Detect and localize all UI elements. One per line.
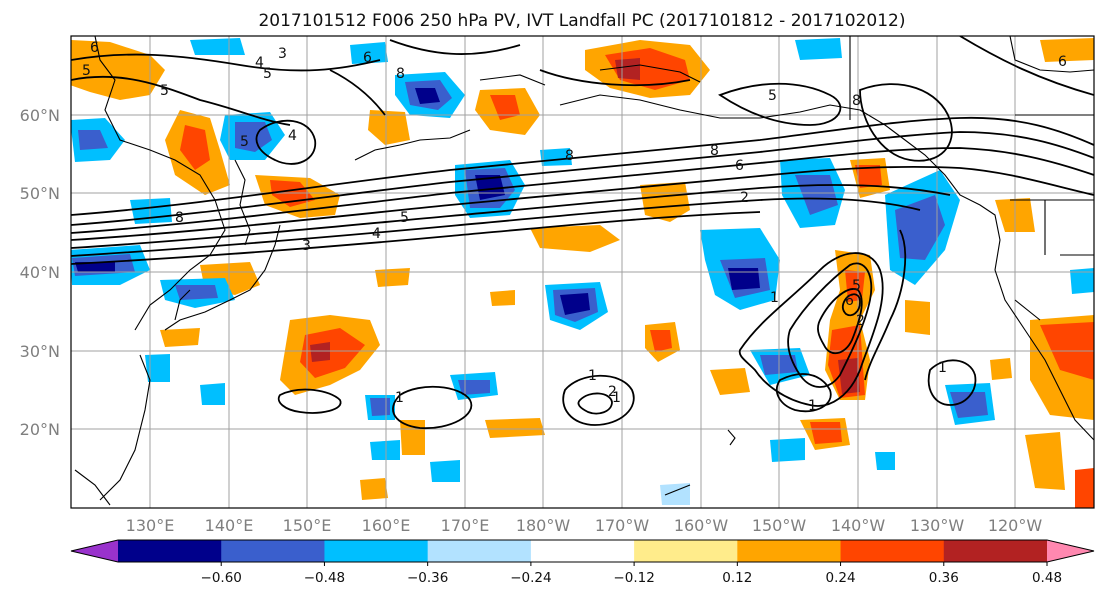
colorbar-extension-max <box>1047 540 1094 562</box>
contour-label: 1 <box>612 390 621 406</box>
lon-label: 170°W <box>595 516 650 535</box>
contour-label: 6 <box>363 50 372 66</box>
colorbar: −0.60 −0.48 −0.36 −0.24 −0.12 0.12 0.24 0.36 0.4… <box>70 539 1095 586</box>
colorbar-extension-min <box>71 540 118 562</box>
contour-label: 5 <box>160 83 169 99</box>
contour-label: 8 <box>396 66 405 82</box>
lon-label: 150°E <box>283 516 332 535</box>
contour-label: 2 <box>856 313 865 329</box>
lon-label: 160°E <box>362 516 411 535</box>
contour-label: 5 <box>852 278 861 294</box>
contour-label: 2 <box>740 190 749 206</box>
figure-title: 2017101512 F006 250 hPa PV, IVT Landfall… <box>258 11 905 31</box>
lon-label: 120°W <box>988 516 1043 535</box>
contour-label: 1 <box>808 398 817 414</box>
contour-label: 4 <box>288 128 297 144</box>
contour-label: 1 <box>770 290 779 306</box>
contour-label: 8 <box>710 143 719 159</box>
contour-lines <box>71 36 1094 429</box>
colorbar-box <box>118 540 222 562</box>
colorbar-tick-label: 0.36 <box>929 570 959 586</box>
lon-label: 130°W <box>910 516 965 535</box>
coastlines <box>74 36 1094 506</box>
contour-label: 6 <box>90 40 99 56</box>
contour-label: 4 <box>255 55 264 71</box>
map-border <box>70 35 1095 509</box>
contour-label: 6 <box>735 158 744 174</box>
colorbar-tick-label: −0.24 <box>510 570 551 586</box>
colorbar-tick-label: −0.12 <box>613 570 654 586</box>
lon-label: 140°W <box>831 516 886 535</box>
colorbar-box <box>324 540 429 562</box>
lon-label: 170°E <box>441 516 490 535</box>
lat-label: 40°N <box>20 263 60 282</box>
colorbar-tick-label: −0.60 <box>201 570 242 586</box>
contour-label: 1 <box>588 368 597 384</box>
contour-label: 5 <box>263 66 272 82</box>
lat-label: 50°N <box>20 184 60 203</box>
contour-label: 5 <box>240 134 249 150</box>
colorbar-tick-label: 0.48 <box>1032 570 1062 586</box>
contour-label: 3 <box>278 46 287 62</box>
contour-label: 8 <box>565 148 574 164</box>
contour-label: 6 <box>845 293 854 309</box>
contour-labels: 6 3 4 5 6 8 5 5 4 5 8 8 6 2 8 5 4 3 1 1 <box>82 40 1067 414</box>
contour-label: 2 <box>608 384 617 400</box>
lon-label: 140°E <box>205 516 254 535</box>
colorbar-tick-label: 0.12 <box>722 570 752 586</box>
contour-label: 8 <box>852 93 861 109</box>
colorbar-tick-label: 0.24 <box>826 570 856 586</box>
lon-label: 160°W <box>674 516 729 535</box>
lat-label: 20°N <box>20 420 60 439</box>
graticule <box>71 36 1094 508</box>
lat-label: 30°N <box>20 342 60 361</box>
contour-label: 8 <box>175 210 184 226</box>
colorbar-box <box>530 540 635 562</box>
colorbar-tick-label: −0.48 <box>304 570 345 586</box>
map-panel: 6 3 4 5 6 8 5 5 4 5 8 8 6 2 8 5 4 3 1 1 <box>70 35 1095 509</box>
longitude-labels: 130°E 140°E 150°E 160°E 170°E 180°W 170°… <box>126 516 1043 535</box>
contour-label: 1 <box>938 360 947 376</box>
contour-label: 5 <box>400 210 409 226</box>
contour-label: 6 <box>1058 54 1067 70</box>
contour-label: 1 <box>395 390 404 406</box>
lon-label: 180°W <box>516 516 571 535</box>
contour-label: 5 <box>768 88 777 104</box>
contour-label: 5 <box>82 63 91 79</box>
contour-label: 4 <box>372 226 381 242</box>
colorbar-box <box>840 540 945 562</box>
colorbar-box <box>634 540 738 562</box>
latitude-labels: 60°N 50°N 40°N 30°N 20°N <box>20 106 60 439</box>
colorbar-outline <box>70 539 1095 563</box>
lat-label: 60°N <box>20 106 60 125</box>
colorbar-box <box>737 540 842 562</box>
lon-label: 150°W <box>752 516 807 535</box>
lon-label: 130°E <box>126 516 175 535</box>
colorbar-box <box>943 540 1048 562</box>
colorbar-box <box>221 540 325 562</box>
contour-label: 3 <box>302 238 311 254</box>
colorbar-tick-label: −0.36 <box>407 570 448 586</box>
colorbar-box <box>427 540 532 562</box>
